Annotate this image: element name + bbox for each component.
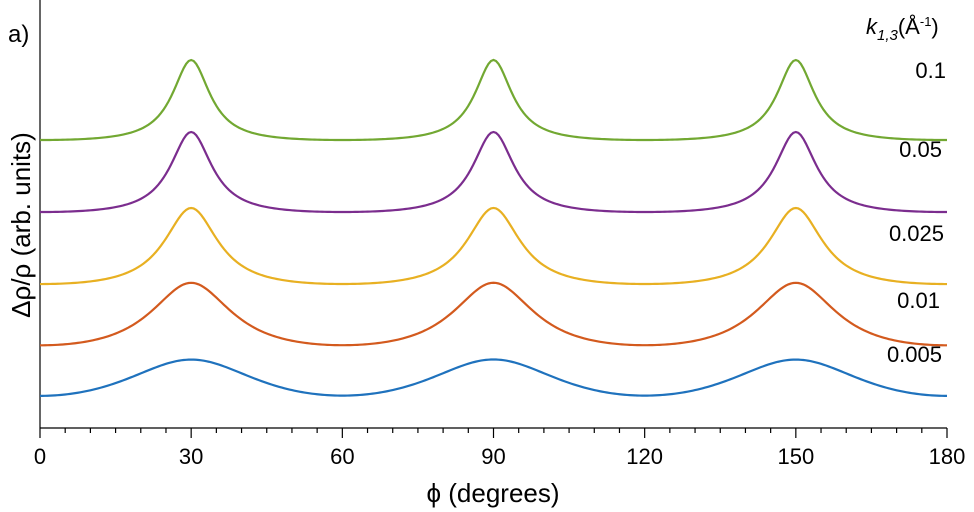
x-tick-label: 0 xyxy=(34,444,46,469)
legend-title: k1,3(Å-1) xyxy=(866,14,939,44)
legend-title-main: k xyxy=(866,14,878,39)
x-axis-title: ϕ (degrees) xyxy=(426,478,559,508)
x-ticks xyxy=(39,428,948,438)
legend-title-unit-post: ) xyxy=(931,14,938,39)
x-tick-label: 60 xyxy=(330,444,354,469)
panel-label: a) xyxy=(8,21,29,48)
series-label: 0.005 xyxy=(887,342,942,367)
legend-title-sub: 1,3 xyxy=(877,27,899,44)
series-line-0.1 xyxy=(40,58,947,142)
series-label: 0.01 xyxy=(897,288,940,313)
series-line-0.025 xyxy=(39,206,948,286)
series-label: 0.025 xyxy=(889,221,944,246)
series-label: 0.1 xyxy=(915,58,946,83)
x-tick-label: 180 xyxy=(929,444,966,469)
x-tick-labels: 0 30 60 90 120 150 180 xyxy=(34,444,965,469)
series-line-0.01 xyxy=(39,281,948,347)
x-tick-label: 120 xyxy=(626,444,663,469)
series-line-0.05 xyxy=(39,130,948,214)
x-tick-label: 90 xyxy=(481,444,505,469)
series-lines xyxy=(39,58,948,397)
legend-title-unit-sup: -1 xyxy=(920,14,932,29)
series-line-0.005 xyxy=(39,358,948,397)
y-axis-title: Δρ/ρ (arb. units) xyxy=(6,132,36,318)
series-labels: 0.1 0.05 0.025 0.01 0.005 xyxy=(887,58,946,367)
x-tick-label: 30 xyxy=(179,444,203,469)
x-tick-label: 150 xyxy=(777,444,814,469)
series-label: 0.05 xyxy=(899,137,942,162)
axes: 0 30 60 90 120 150 180 xyxy=(34,0,965,469)
legend-title-unit-pre: (Å xyxy=(898,14,920,39)
